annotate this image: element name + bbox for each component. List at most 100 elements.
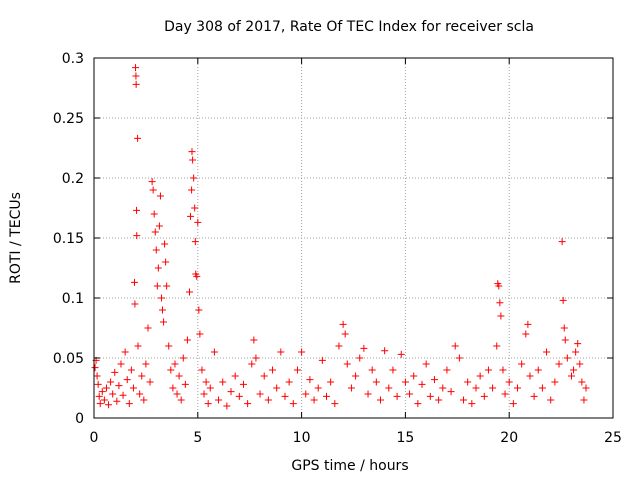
axis-ticks (93, 57, 614, 419)
data-point-marker (119, 391, 127, 399)
data-point-marker (524, 320, 532, 328)
y-tick-label: 0.2 (62, 171, 84, 187)
data-point-marker (163, 282, 171, 290)
data-point-marker (154, 264, 162, 272)
chart-title: Day 308 of 2017, Rate Of TEC Index for r… (164, 19, 534, 35)
data-point-marker (160, 318, 168, 326)
data-point-marker (195, 306, 203, 314)
data-point-marker (121, 348, 129, 356)
data-point-marker (193, 272, 201, 280)
data-point-marker (133, 232, 141, 240)
data-point-marker (151, 228, 159, 236)
data-point-marker (129, 384, 137, 392)
data-point-marker (169, 384, 177, 392)
data-point-marker (150, 210, 158, 218)
data-point-marker (543, 348, 551, 356)
data-point-marker (401, 378, 409, 386)
data-point-marker (239, 380, 247, 388)
data-point-marker (468, 400, 476, 408)
data-point-marker (518, 360, 526, 368)
data-point-marker (204, 400, 212, 408)
data-point-marker (94, 380, 102, 388)
data-point-marker (187, 212, 195, 220)
data-point-marker (256, 390, 264, 398)
data-point-marker (227, 388, 235, 396)
data-point-marker (149, 186, 157, 194)
data-point-marker (133, 206, 141, 214)
data-point-marker (132, 64, 140, 72)
data-point-marker (140, 396, 148, 404)
data-point-marker (455, 354, 463, 362)
data-point-marker (100, 396, 108, 404)
data-point-marker (385, 384, 393, 392)
data-point-marker (570, 366, 578, 374)
data-point-marker (196, 330, 204, 338)
data-point-marker (418, 380, 426, 388)
data-point-marker (343, 360, 351, 368)
data-series-roti (91, 64, 590, 410)
data-point-marker (538, 384, 546, 392)
data-point-marker (177, 396, 185, 404)
data-point-marker (331, 400, 339, 408)
data-point-marker (98, 388, 106, 396)
data-point-marker (109, 390, 117, 398)
data-point-marker (489, 384, 497, 392)
data-point-marker (181, 380, 189, 388)
data-point-marker (190, 174, 198, 182)
data-point-marker (501, 390, 509, 398)
data-point-marker (146, 378, 154, 386)
data-point-marker (95, 392, 103, 400)
data-point-marker (578, 378, 586, 386)
data-point-marker (215, 396, 223, 404)
data-point-marker (189, 156, 197, 164)
data-point-marker (505, 378, 513, 386)
y-tick-label: 0.05 (53, 351, 84, 367)
data-point-marker (460, 396, 468, 404)
data-point-marker (269, 366, 277, 374)
data-point-marker (219, 378, 227, 386)
data-point-marker (327, 378, 335, 386)
data-point-marker (127, 366, 135, 374)
data-point-marker (198, 366, 206, 374)
data-point-marker (493, 342, 501, 350)
data-point-marker (136, 390, 144, 398)
data-point-marker (171, 360, 179, 368)
data-point-marker (210, 348, 218, 356)
y-tick-label: 0.1 (62, 291, 84, 307)
data-point-marker (289, 400, 297, 408)
data-point-marker (223, 402, 231, 410)
data-point-marker (96, 400, 104, 408)
data-point-marker (194, 218, 202, 226)
data-point-marker (191, 238, 199, 246)
data-point-marker (435, 396, 443, 404)
data-point-marker (499, 366, 507, 374)
data-point-marker (393, 392, 401, 400)
data-point-marker (397, 350, 405, 358)
data-point-marker (426, 392, 434, 400)
data-point-marker (572, 348, 580, 356)
data-point-marker (560, 324, 568, 332)
data-point-marker (102, 384, 110, 392)
data-point-marker (323, 392, 331, 400)
data-point-marker (107, 378, 115, 386)
data-point-marker (476, 372, 484, 380)
data-point-marker (173, 390, 181, 398)
x-tick-label: 20 (500, 430, 518, 446)
data-point-marker (132, 72, 140, 80)
grid-lines (94, 58, 613, 418)
data-point-marker (153, 282, 161, 290)
data-point-marker (273, 384, 281, 392)
data-point-marker (167, 366, 175, 374)
data-point-marker (480, 392, 488, 400)
data-point-marker (175, 372, 183, 380)
data-point-marker (105, 401, 113, 409)
y-tick-labels: 0 0.05 0.1 0.15 0.2 0.25 0.3 (53, 51, 84, 427)
data-point-marker (580, 396, 588, 404)
data-point-marker (235, 392, 243, 400)
data-point-marker (563, 354, 571, 362)
data-point-marker (368, 366, 376, 374)
y-tick-label: 0.3 (62, 51, 84, 67)
data-point-marker (185, 288, 193, 296)
y-axis-label: ROTI / TECUs (8, 192, 24, 284)
data-point-marker (509, 400, 517, 408)
